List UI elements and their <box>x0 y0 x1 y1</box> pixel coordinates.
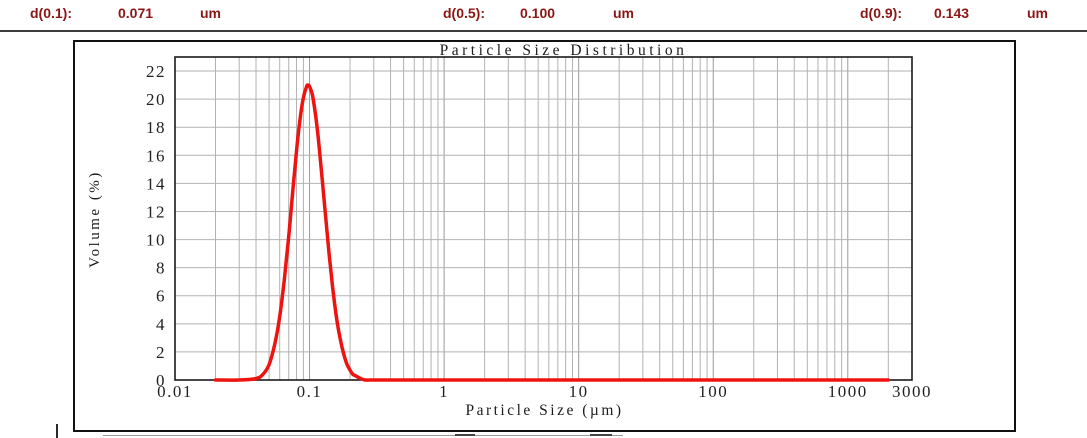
y-tick-label: 22 <box>146 62 166 81</box>
cropped-next-table-edge <box>56 424 58 438</box>
x-tick-label: 1000 <box>828 382 868 401</box>
x-tick-label: 3000 <box>892 382 932 401</box>
distribution-curve <box>213 83 891 382</box>
y-tick-label: 16 <box>146 146 166 165</box>
chart-frame: Particle Size Distribution Volume (%) Pa… <box>73 40 1016 432</box>
y-tick-label: 18 <box>146 118 166 137</box>
x-tick-label: 0.1 <box>297 382 323 401</box>
x-axis-title: Particle Size (µm) <box>465 402 624 419</box>
y-tick-label: 10 <box>146 231 166 250</box>
d10-unit: um <box>200 5 221 21</box>
x-tick-label: 1 <box>439 382 449 401</box>
y-tick-label: 6 <box>156 287 166 306</box>
y-tick-label: 8 <box>156 259 166 278</box>
d50-value: 0.100 <box>520 5 556 21</box>
chart-title: Particle Size Distribution <box>439 42 688 59</box>
gridlines <box>175 57 912 380</box>
y-tick-label: 12 <box>146 202 166 221</box>
d90-label: d(0.9): <box>860 5 902 21</box>
cropped-next-table-topline <box>103 435 623 436</box>
axes-border <box>174 56 913 381</box>
y-tick-label: 2 <box>156 343 166 362</box>
chart-outer-border <box>73 40 1016 432</box>
d10-value: 0.071 <box>118 5 154 21</box>
x-tick-label: 0.01 <box>157 382 193 401</box>
y-tick-label: 4 <box>156 315 166 334</box>
d90-value: 0.143 <box>934 5 970 21</box>
y-tick-label: 14 <box>146 174 166 193</box>
x-tick-label: 100 <box>698 382 728 401</box>
y-tick-label: 0 <box>156 371 166 390</box>
y-tick-label: 20 <box>146 90 166 109</box>
x-tick-labels: 0.01 0.1 1 10 100 1000 3000 <box>157 382 932 401</box>
d90-unit: um <box>1027 5 1048 21</box>
y-tick-labels: 0 2 4 6 8 10 12 14 16 18 20 22 <box>146 62 166 390</box>
cropped-next-table-mark <box>590 434 612 436</box>
d50-label: d(0.5): <box>443 5 485 21</box>
header-divider <box>0 30 1087 32</box>
d10-label: d(0.1): <box>30 5 72 21</box>
d50-unit: um <box>613 5 634 21</box>
x-tick-label: 10 <box>569 382 589 401</box>
cropped-next-table-mark <box>455 434 475 436</box>
plot-area: 0.01 0.1 1 10 100 1000 3000 0 2 4 6 8 10 12 14 16 18 20 22 <box>73 40 1016 432</box>
